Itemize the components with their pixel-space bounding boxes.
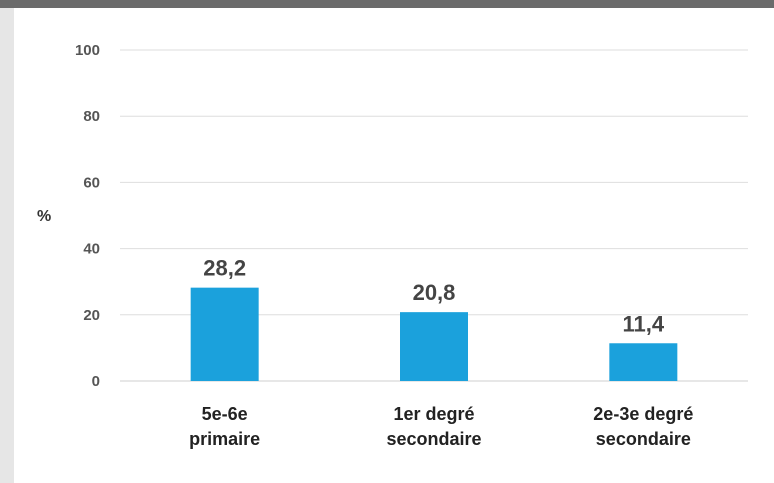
x-axis-categories: 5e-6e primaire 1er degré secondaire 2e-3e de… bbox=[189, 404, 693, 449]
y-tick-label: 60 bbox=[83, 174, 100, 191]
x-category-label: primaire bbox=[189, 429, 260, 449]
x-category-label: secondaire bbox=[386, 429, 481, 449]
data-label: 20,8 bbox=[413, 280, 456, 305]
chart-panel bbox=[14, 8, 774, 483]
y-tick-label: 0 bbox=[92, 373, 100, 390]
data-labels: 28,2 20,8 11,4 bbox=[203, 256, 665, 337]
x-category-label: 2e-3e degré bbox=[593, 404, 693, 424]
x-category-label: 1er degré bbox=[393, 404, 474, 424]
y-axis-ticks: 0 20 40 60 80 100 bbox=[75, 42, 100, 390]
data-label: 28,2 bbox=[203, 256, 246, 281]
y-axis-label: % bbox=[37, 208, 51, 225]
y-tick-label: 40 bbox=[83, 241, 100, 258]
bar bbox=[190, 287, 259, 381]
x-category-label: 5e-6e bbox=[202, 404, 248, 424]
y-tick-label: 100 bbox=[75, 42, 100, 59]
y-tick-label: 20 bbox=[83, 307, 100, 324]
x-category-label: secondaire bbox=[596, 429, 691, 449]
data-label: 11,4 bbox=[623, 311, 665, 336]
bar bbox=[609, 343, 678, 381]
y-tick-label: 80 bbox=[83, 108, 100, 125]
top-border-bar bbox=[0, 0, 774, 8]
bar bbox=[400, 312, 468, 381]
bars bbox=[190, 287, 678, 381]
